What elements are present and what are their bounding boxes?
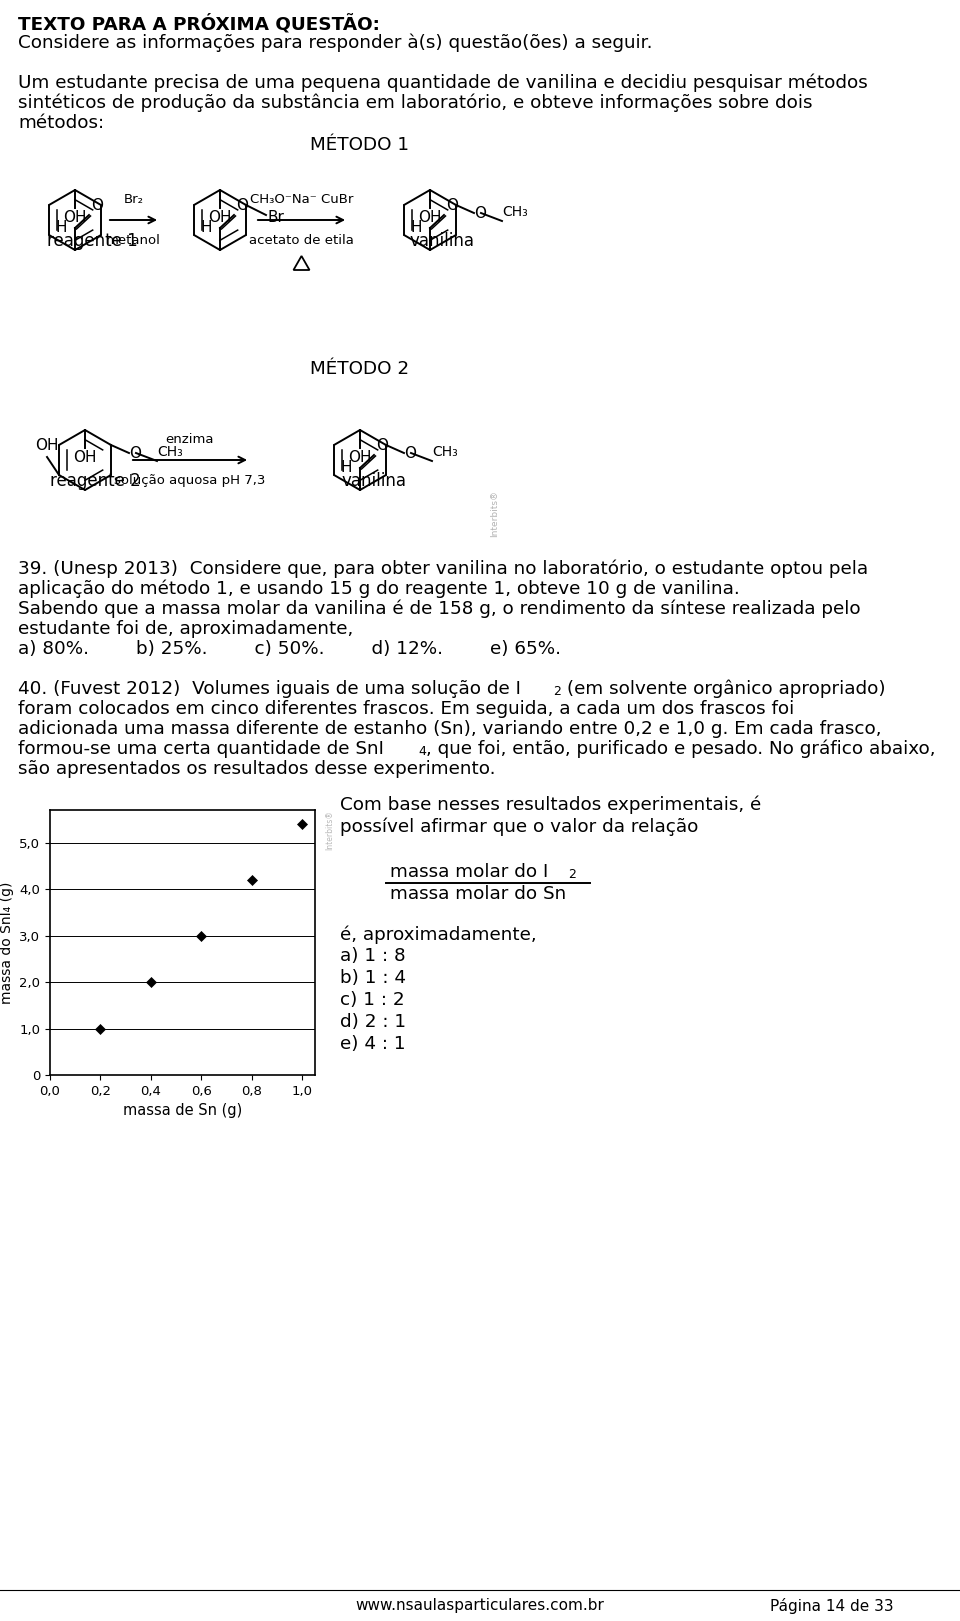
Text: são apresentados os resultados desse experimento.: são apresentados os resultados desse exp… [18,760,495,778]
Text: adicionada uma massa diferente de estanho (Sn), variando entre 0,2 e 1,0 g. Em c: adicionada uma massa diferente de estanh… [18,720,881,738]
Text: MÉTODO 2: MÉTODO 2 [310,360,409,378]
Text: 39. (Unesp 2013)  Considere que, para obter vanilina no laboratório, o estudante: 39. (Unesp 2013) Considere que, para obt… [18,559,868,579]
Text: OH: OH [419,211,442,225]
Text: OH: OH [348,451,372,465]
Text: é, aproximadamente,: é, aproximadamente, [340,926,537,943]
Text: OH: OH [208,211,231,225]
Text: OH: OH [36,438,59,452]
Text: possível afirmar que o valor da relação: possível afirmar que o valor da relação [340,817,698,835]
Y-axis label: massa do SnI₄ (g): massa do SnI₄ (g) [0,882,13,1003]
Text: OH: OH [63,211,86,225]
Text: MÉTODO 1: MÉTODO 1 [310,136,409,154]
Text: formou-se uma certa quantidade de SnI: formou-se uma certa quantidade de SnI [18,741,384,759]
Text: H: H [341,460,352,475]
Text: O: O [376,438,388,452]
Text: H: H [411,220,422,235]
Text: enzima: enzima [166,433,214,446]
Text: reagente 1: reagente 1 [47,232,137,250]
Text: Com base nesses resultados experimentais, é: Com base nesses resultados experimentais… [340,794,761,814]
Text: reagente 2: reagente 2 [50,472,141,490]
Text: b) 1 : 4: b) 1 : 4 [340,969,406,987]
Text: aplicação do método 1, e usando 15 g do reagente 1, obteve 10 g de vanilina.: aplicação do método 1, e usando 15 g do … [18,580,740,598]
Text: Página 14 de 33: Página 14 de 33 [770,1598,894,1615]
Text: a) 1 : 8: a) 1 : 8 [340,947,406,964]
Text: 2: 2 [568,867,576,880]
Text: , que foi, então, purificado e pesado. No gráfico abaixo,: , que foi, então, purificado e pesado. N… [426,741,935,759]
Text: (em solvente orgânico apropriado): (em solvente orgânico apropriado) [561,679,886,699]
Text: OH: OH [73,451,97,465]
Text: acetato de etila: acetato de etila [249,233,354,246]
Text: metanol: metanol [106,233,161,246]
Text: massa molar do I: massa molar do I [390,862,548,880]
Text: Sabendo que a massa molar da vanilina é de 158 g, o rendimento da síntese realiz: Sabendo que a massa molar da vanilina é … [18,600,860,619]
Text: Um estudante precisa de uma pequena quantidade de vanilina e decidiu pesquisar m: Um estudante precisa de uma pequena quan… [18,75,868,92]
Text: CH₃: CH₃ [502,204,528,219]
Text: O: O [474,206,486,220]
Text: O: O [446,198,458,212]
Text: O: O [129,446,141,460]
Text: Br: Br [268,209,285,224]
Text: CH₃: CH₃ [157,446,182,459]
Text: vanilina: vanilina [342,472,407,490]
Text: CH₃O⁻Na⁻ CuBr: CH₃O⁻Na⁻ CuBr [250,193,353,206]
Text: solução aquosa pH 7,3: solução aquosa pH 7,3 [114,473,266,486]
Text: c) 1 : 2: c) 1 : 2 [340,990,404,1008]
Text: H: H [56,220,67,235]
Text: d) 2 : 1: d) 2 : 1 [340,1013,406,1031]
Text: O: O [91,198,103,212]
Text: O: O [236,198,248,212]
Text: CH₃: CH₃ [432,446,458,459]
Text: 4: 4 [418,746,426,759]
Text: Interbits®: Interbits® [325,810,335,849]
Text: 40. (Fuvest 2012)  Volumes iguais de uma solução de I: 40. (Fuvest 2012) Volumes iguais de uma … [18,679,521,699]
Text: estudante foi de, aproximadamente,: estudante foi de, aproximadamente, [18,619,353,639]
Text: H: H [201,220,212,235]
Text: e) 4 : 1: e) 4 : 1 [340,1034,406,1054]
Text: massa molar do Sn: massa molar do Sn [390,885,566,903]
Text: foram colocados em cinco diferentes frascos. Em seguida, a cada um dos frascos f: foram colocados em cinco diferentes fras… [18,700,794,718]
X-axis label: massa de Sn (g): massa de Sn (g) [123,1104,242,1118]
Text: métodos:: métodos: [18,113,104,131]
Text: O: O [404,446,416,460]
Text: vanilina: vanilina [410,232,475,250]
Text: Interbits®: Interbits® [490,490,499,537]
Text: www.nsaulasparticulares.com.br: www.nsaulasparticulares.com.br [355,1598,605,1613]
Text: Br₂: Br₂ [124,193,143,206]
Text: TEXTO PARA A PRÓXIMA QUESTÃO:: TEXTO PARA A PRÓXIMA QUESTÃO: [18,15,380,34]
Text: sintéticos de produção da substância em laboratório, e obteve informações sobre : sintéticos de produção da substância em … [18,94,812,112]
Text: 2: 2 [553,686,561,699]
Text: Considere as informações para responder à(s) questão(ões) a seguir.: Considere as informações para responder … [18,34,653,52]
Text: a) 80%.        b) 25%.        c) 50%.        d) 12%.        e) 65%.: a) 80%. b) 25%. c) 50%. d) 12%. e) 65%. [18,640,561,658]
